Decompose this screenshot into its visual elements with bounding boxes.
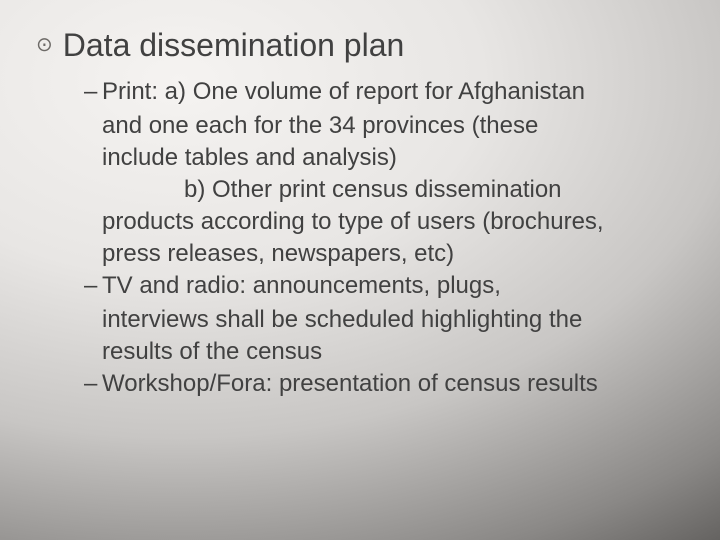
sub-text-cont: interviews shall be scheduled highlighti… <box>84 304 672 336</box>
sub-text-b: b) Other print census dissemination <box>84 174 672 206</box>
sub-list: –Print: a) One volume of report for Afgh… <box>84 76 672 400</box>
sub-text-cont: press releases, newspapers, etc) <box>84 238 672 270</box>
bullet-icon: ⊙ <box>36 24 53 66</box>
sub-text: Print: a) One volume of report for Afgha… <box>102 78 585 105</box>
sub-text: TV and radio: announcements, plugs, <box>102 272 501 299</box>
sub-item: –TV and radio: announcements, plugs, <box>84 270 672 302</box>
sub-text-cont: products according to type of users (bro… <box>84 206 672 238</box>
sub-text-cont: and one each for the 34 provinces (these <box>84 110 672 142</box>
main-bullet: ⊙ Data dissemination plan <box>36 24 672 66</box>
main-bullet-text: Data dissemination plan <box>63 24 405 66</box>
sub-item: –Print: a) One volume of report for Afgh… <box>84 76 672 108</box>
sub-text: Workshop/Fora: presentation of census re… <box>102 370 598 397</box>
sub-text-cont: results of the census <box>84 336 672 368</box>
dash-icon: – <box>84 76 102 108</box>
sub-item: –Workshop/Fora: presentation of census r… <box>84 368 672 400</box>
slide: ⊙ Data dissemination plan –Print: a) One… <box>0 0 720 540</box>
sub-text-cont: include tables and analysis) <box>84 142 672 174</box>
dash-icon: – <box>84 270 102 302</box>
dash-icon: – <box>84 368 102 400</box>
